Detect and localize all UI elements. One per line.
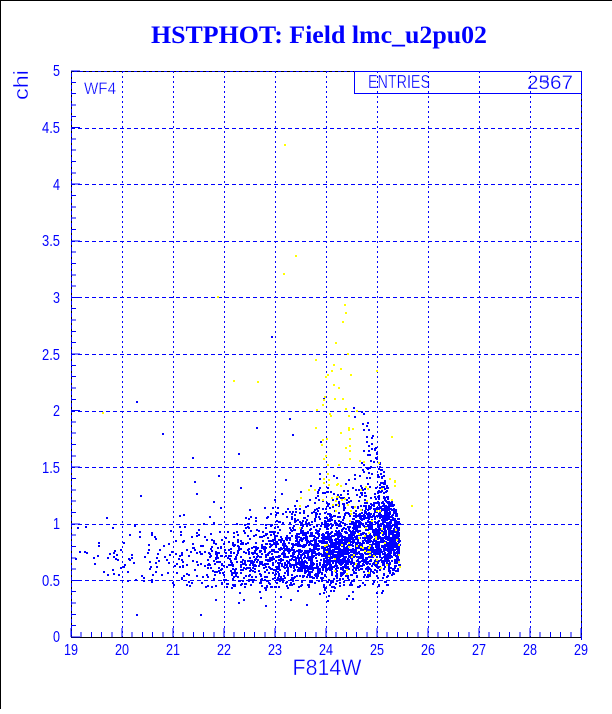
svg-text:20: 20 [115, 642, 129, 659]
svg-text:HSTPHOT: Field lmc_u2pu02: HSTPHOT: Field lmc_u2pu02 [151, 22, 487, 49]
svg-text:F814W: F814W [293, 655, 362, 680]
svg-text:0: 0 [53, 629, 60, 646]
svg-text:chi: chi [11, 70, 33, 100]
svg-text:WF4: WF4 [84, 79, 116, 98]
svg-text:2367: 2367 [527, 72, 573, 94]
svg-text:26: 26 [421, 642, 435, 659]
svg-text:ENTRIES: ENTRIES [368, 72, 430, 92]
svg-text:22: 22 [217, 642, 231, 659]
svg-text:23: 23 [268, 642, 282, 659]
svg-text:1.5: 1.5 [42, 460, 60, 477]
svg-text:21: 21 [166, 642, 180, 659]
svg-text:4.5: 4.5 [42, 120, 60, 137]
svg-text:28: 28 [523, 642, 537, 659]
svg-text:2.5: 2.5 [42, 347, 60, 364]
svg-text:2567: 2567 [527, 72, 573, 94]
svg-text:1: 1 [53, 516, 60, 533]
svg-text:19: 19 [64, 642, 78, 659]
svg-text:2: 2 [53, 403, 60, 420]
svg-text:27: 27 [472, 642, 486, 659]
svg-text:5: 5 [53, 63, 60, 80]
svg-text:25: 25 [370, 642, 384, 659]
svg-text:29: 29 [574, 642, 588, 659]
svg-text:3.5: 3.5 [42, 233, 60, 250]
svg-text:24: 24 [319, 642, 333, 659]
svg-text:3: 3 [53, 290, 60, 307]
svg-text:0.5: 0.5 [42, 573, 60, 590]
svg-text:4: 4 [53, 177, 60, 194]
